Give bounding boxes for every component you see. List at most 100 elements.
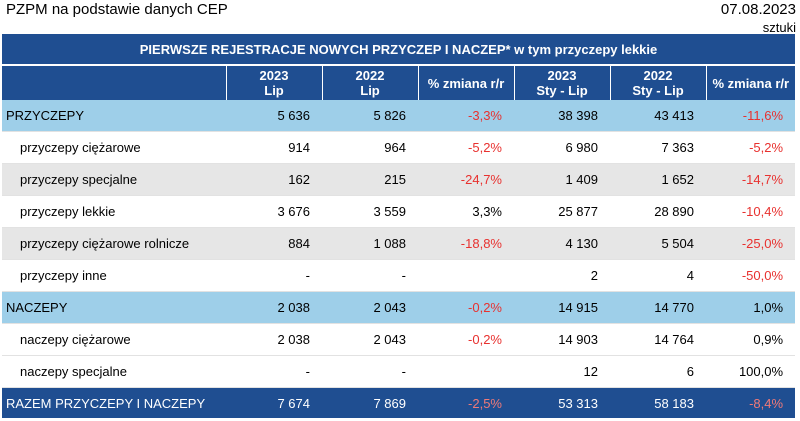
- cell-2023-lip: 5 636: [226, 100, 322, 132]
- cell-change-lip: -0,2%: [418, 323, 514, 356]
- cell-2022-sty-lip: 5 504: [610, 227, 706, 260]
- cell-2022-lip: 215: [322, 163, 418, 196]
- cell-2023-lip: 884: [226, 227, 322, 260]
- cell-2022-sty-lip: 7 363: [610, 131, 706, 164]
- cell-2023-lip: -: [226, 259, 322, 292]
- cell-2022-sty-lip: 6: [610, 355, 706, 388]
- table-row: przyczepy inne - -2 4 -50,0%: [2, 259, 796, 292]
- cell-2023-lip: -: [226, 355, 322, 388]
- row-label: przyczepy ciężarowe: [2, 131, 226, 164]
- registrations-table: PIERWSZE REJESTRACJE NOWYCH PRZYCZEP I N…: [2, 34, 796, 418]
- table-row: przyczepy ciężarowe 914 964 -5,2% 6 980 7 363…: [2, 131, 796, 164]
- cell-2022-lip: 5 826: [322, 100, 418, 132]
- cell-2022-lip: -: [322, 259, 418, 292]
- cell-change-sty-lip: 1,0%: [706, 291, 796, 324]
- table-row: przyczepy specjalne 162 215 -24,7% 1 409 1 65…: [2, 163, 796, 196]
- cell-2022-lip: 964: [322, 131, 418, 164]
- cell-2023-lip: 2 038: [226, 323, 322, 356]
- column-header-line2: Sty - Lip: [536, 83, 588, 98]
- cell-change-lip: -5,2%: [418, 131, 514, 164]
- cell-2023-sty-lip: 38 398: [514, 100, 610, 132]
- cell-2023-lip: 7 674: [226, 387, 322, 418]
- cell-2023-lip: 914: [226, 131, 322, 164]
- table-row: naczepy specjalne - -12 6 100,0%: [2, 355, 796, 388]
- cell-change-sty-lip: -14,7%: [706, 163, 796, 196]
- row-label: naczepy ciężarowe: [2, 323, 226, 356]
- cell-2023-sty-lip: 2: [514, 259, 610, 292]
- row-label: przyczepy ciężarowe rolnicze: [2, 227, 226, 260]
- cell-change-sty-lip: 0,9%: [706, 323, 796, 356]
- table-title: PIERWSZE REJESTRACJE NOWYCH PRZYCZEP I N…: [2, 34, 796, 66]
- row-label: przyczepy specjalne: [2, 163, 226, 196]
- report-header: PZPM na podstawie danych CEP 07.08.2023 …: [0, 0, 800, 35]
- column-header-2023-sty-lip: 2023 Sty - Lip: [513, 65, 610, 100]
- row-label: RAZEM PRZYCZEPY I NACZEPY: [2, 387, 226, 418]
- column-header-line2: Lip: [264, 83, 284, 98]
- cell-2022-sty-lip: 1 652: [610, 163, 706, 196]
- cell-2022-sty-lip: 14 764: [610, 323, 706, 356]
- column-header-line1: % zmiana r/r: [712, 75, 790, 91]
- cell-2022-sty-lip: 28 890: [610, 195, 706, 228]
- cell-change-sty-lip: -5,2%: [706, 131, 796, 164]
- column-header-2022-sty-lip: 2022 Sty - Lip: [609, 65, 706, 100]
- column-header-line1: % zmiana r/r: [427, 75, 505, 91]
- column-header-line1: 2023: [259, 68, 289, 83]
- table-row: przyczepy lekkie 3 676 3 559 3,3% 25 877 28 8…: [2, 195, 796, 228]
- cell-change-lip: -3,3%: [418, 100, 514, 132]
- row-label: naczepy specjalne: [2, 355, 226, 388]
- cell-2022-sty-lip: 4: [610, 259, 706, 292]
- table-row: naczepy ciężarowe 2 038 2 043 -0,2% 14 903 14…: [2, 323, 796, 356]
- cell-change-sty-lip: -10,4%: [706, 195, 796, 228]
- column-header-line2: Sty - Lip: [632, 83, 684, 98]
- table-row: RAZEM PRZYCZEPY I NACZEPY 7 674 7 869 -2,5%…: [2, 387, 796, 418]
- cell-2022-sty-lip: 14 770: [610, 291, 706, 324]
- cell-change-sty-lip: -11,6%: [706, 100, 796, 132]
- column-header-line1: 2022: [643, 68, 673, 83]
- cell-2022-lip: -: [322, 355, 418, 388]
- row-label: NACZEPY: [2, 291, 226, 324]
- column-header-2023-lip: 2023 Lip: [225, 65, 322, 100]
- report-date: 07.08.2023: [720, 1, 796, 18]
- row-label: PRZYCZEPY: [2, 100, 226, 132]
- cell-change-sty-lip: -50,0%: [706, 259, 796, 292]
- unit-label: sztuki: [762, 20, 796, 35]
- cell-2023-sty-lip: 14 915: [514, 291, 610, 324]
- cell-change-lip: -0,2%: [418, 291, 514, 324]
- cell-2023-sty-lip: 12: [514, 355, 610, 388]
- cell-2023-sty-lip: 25 877: [514, 195, 610, 228]
- column-header-row: 2023 Lip 2022 Lip% zmiana r/r 2023 Sty - Lip 2…: [2, 65, 796, 100]
- cell-2023-lip: 162: [226, 163, 322, 196]
- cell-change-lip: [418, 355, 514, 388]
- cell-change-lip: [418, 259, 514, 292]
- cell-change-sty-lip: 100,0%: [706, 355, 796, 388]
- cell-2023-sty-lip: 1 409: [514, 163, 610, 196]
- cell-2023-sty-lip: 6 980: [514, 131, 610, 164]
- cell-2023-sty-lip: 53 313: [514, 387, 610, 418]
- column-header-change-sty-lip: % zmiana r/r: [705, 65, 796, 100]
- column-header-2022-lip: 2022 Lip: [321, 65, 418, 100]
- column-header-line1: 2023: [547, 68, 577, 83]
- row-label: przyczepy lekkie: [2, 195, 226, 228]
- cell-2022-lip: 1 088: [322, 227, 418, 260]
- table-row: PRZYCZEPY 5 636 5 826 -3,3% 38 398 43 413 -11,…: [2, 100, 796, 132]
- cell-change-lip: -24,7%: [418, 163, 514, 196]
- row-label: przyczepy inne: [2, 259, 226, 292]
- cell-2022-lip: 3 559: [322, 195, 418, 228]
- column-header-line2: Lip: [360, 83, 380, 98]
- column-header-label: [2, 65, 226, 100]
- cell-2022-sty-lip: 58 183: [610, 387, 706, 418]
- cell-2022-lip: 2 043: [322, 323, 418, 356]
- source-label: PZPM na podstawie danych CEP: [6, 1, 228, 18]
- cell-change-lip: 3,3%: [418, 195, 514, 228]
- cell-2023-sty-lip: 4 130: [514, 227, 610, 260]
- cell-change-sty-lip: -25,0%: [706, 227, 796, 260]
- cell-2022-lip: 7 869: [322, 387, 418, 418]
- column-header-line1: 2022: [355, 68, 385, 83]
- cell-2022-sty-lip: 43 413: [610, 100, 706, 132]
- cell-change-lip: -18,8%: [418, 227, 514, 260]
- cell-change-lip: -2,5%: [418, 387, 514, 418]
- cell-2023-lip: 3 676: [226, 195, 322, 228]
- cell-2022-lip: 2 043: [322, 291, 418, 324]
- cell-2023-sty-lip: 14 903: [514, 323, 610, 356]
- column-header-change-lip: % zmiana r/r: [417, 65, 514, 100]
